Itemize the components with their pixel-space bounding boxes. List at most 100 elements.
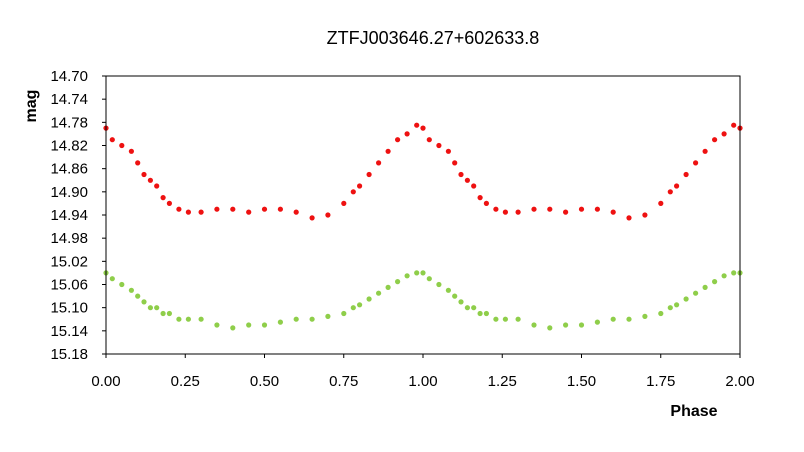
y-tick-label: 15.06 [50, 277, 88, 294]
data-point [464, 177, 470, 183]
data-point [414, 122, 420, 128]
data-point [693, 160, 699, 166]
data-point [293, 209, 299, 215]
data-point [414, 270, 420, 276]
data-point [277, 319, 283, 325]
data-point [547, 206, 553, 212]
x-axis-ticks: 0.00 0.25 0.50 0.75 1.00 1.25 1.50 1.75 2.00 [91, 354, 755, 390]
data-point [246, 209, 252, 215]
data-point [563, 209, 569, 215]
data-point [502, 209, 508, 215]
x-tick-label: 2.00 [725, 373, 754, 390]
data-point [464, 305, 470, 311]
data-point [230, 325, 236, 331]
y-tick-label: 15.10 [50, 300, 88, 317]
data-point [547, 325, 553, 331]
data-point [477, 195, 483, 201]
data-point [642, 313, 648, 319]
data-point [642, 212, 648, 218]
data-point [658, 310, 664, 317]
data-point [119, 281, 125, 288]
y-tick-label: 14.94 [50, 207, 88, 224]
data-point [693, 290, 699, 296]
data-point [458, 171, 464, 178]
data-point [626, 215, 632, 221]
data-point [721, 273, 727, 279]
data-point [325, 313, 331, 319]
x-tick-label: 1.00 [408, 373, 437, 390]
data-point [683, 171, 689, 178]
data-point [230, 206, 236, 212]
y-tick-label: 14.90 [50, 184, 88, 201]
data-point [160, 310, 166, 317]
data-point [594, 319, 601, 325]
data-point [667, 189, 673, 195]
data-point [135, 160, 141, 166]
data-point [376, 290, 382, 296]
x-tick-label: 0.00 [91, 373, 120, 390]
data-point [109, 137, 115, 143]
data-point [395, 137, 401, 143]
data-point [712, 279, 718, 285]
data-point [246, 322, 252, 328]
data-point [731, 270, 737, 276]
data-point [702, 284, 708, 290]
data-point [325, 212, 331, 218]
data-point [154, 183, 160, 189]
data-points [103, 122, 743, 331]
data-point [198, 209, 204, 215]
data-point [658, 200, 664, 206]
y-tick-label: 14.78 [50, 114, 88, 131]
data-point [721, 131, 727, 137]
data-point [309, 215, 315, 221]
series-0 [103, 122, 743, 221]
data-point [471, 183, 477, 189]
data-point [531, 322, 537, 328]
data-point [493, 316, 499, 322]
y-tick-label: 14.82 [50, 138, 88, 155]
data-point [436, 281, 442, 288]
data-point [109, 276, 115, 282]
data-point [214, 206, 220, 212]
data-point [578, 322, 585, 328]
x-tick-label: 1.50 [567, 373, 596, 390]
x-tick-label: 1.75 [646, 373, 675, 390]
y-tick-label: 15.18 [50, 346, 88, 363]
data-point [483, 310, 489, 317]
data-point [483, 200, 489, 206]
data-point [610, 316, 616, 322]
data-point [198, 316, 204, 322]
y-tick-label: 15.14 [50, 323, 88, 340]
data-point [395, 279, 401, 285]
data-point [350, 189, 356, 195]
data-point [119, 142, 125, 149]
data-point [166, 310, 172, 317]
data-point [667, 305, 673, 311]
data-point [341, 200, 347, 206]
data-point [515, 209, 521, 215]
y-axis-label: mag [23, 90, 40, 123]
data-point [147, 177, 153, 183]
data-point [350, 305, 356, 311]
x-axis-label: Phase [670, 403, 717, 420]
data-point [674, 183, 680, 189]
data-point [610, 209, 616, 215]
data-point [458, 299, 464, 305]
data-point [452, 293, 458, 299]
data-point [445, 148, 451, 154]
y-axis-ticks: 14.70 14.74 14.78 14.82 14.86 14.90 14.94 14.98… [50, 68, 106, 363]
y-tick-label: 14.74 [50, 91, 88, 108]
data-point [674, 302, 680, 308]
data-point [154, 305, 160, 311]
data-point [420, 270, 426, 276]
data-point [436, 142, 442, 149]
data-point [128, 287, 134, 293]
data-point [515, 316, 521, 322]
data-point [277, 206, 283, 212]
data-point [594, 206, 601, 212]
data-point [366, 296, 372, 302]
data-point [141, 171, 147, 178]
data-point [366, 171, 372, 178]
data-point [445, 287, 451, 293]
